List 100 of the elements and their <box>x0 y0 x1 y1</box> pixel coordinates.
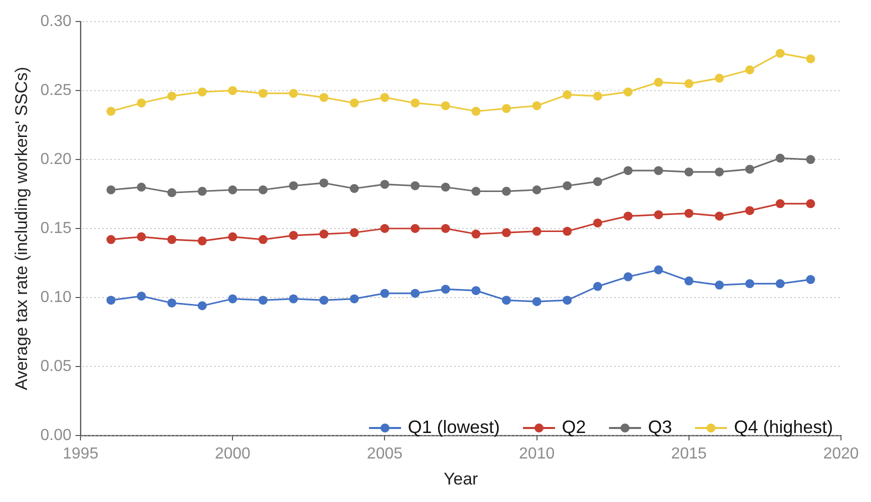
point <box>441 224 450 233</box>
x-tick-label: 2005 <box>366 445 403 462</box>
point <box>562 226 572 236</box>
point <box>654 166 663 176</box>
point <box>228 232 238 242</box>
point <box>319 296 328 305</box>
x-tick-label: 1995 <box>62 445 98 462</box>
point <box>593 218 602 228</box>
point <box>532 297 542 306</box>
point <box>319 230 328 239</box>
legend-label: Q2 <box>562 417 586 438</box>
point <box>776 199 785 208</box>
y-tick-label: 0.10 <box>40 288 72 306</box>
point <box>532 101 542 110</box>
point <box>288 230 298 240</box>
legend-label: Q1 (lowest) <box>408 417 500 438</box>
point <box>198 87 207 96</box>
point <box>714 280 724 290</box>
point <box>471 186 480 196</box>
point <box>258 235 268 244</box>
point <box>776 48 785 58</box>
point <box>258 88 268 98</box>
point <box>410 224 420 233</box>
point <box>593 177 602 186</box>
point <box>380 288 390 298</box>
point <box>624 272 633 282</box>
point <box>654 210 663 220</box>
point <box>198 301 207 310</box>
point <box>562 296 572 305</box>
point <box>684 208 694 218</box>
point <box>258 296 268 305</box>
point <box>776 154 785 163</box>
point <box>593 282 602 291</box>
point <box>136 232 146 242</box>
y-tick-label: 0.25 <box>40 82 72 99</box>
point <box>380 224 390 233</box>
point <box>502 186 511 196</box>
point <box>441 284 450 294</box>
point <box>410 98 420 108</box>
point <box>745 164 754 174</box>
point <box>471 286 480 296</box>
point <box>350 98 359 108</box>
point <box>288 294 298 304</box>
point <box>502 104 511 113</box>
point <box>806 275 816 284</box>
point <box>714 74 724 83</box>
legend-label: Q3 <box>648 417 672 438</box>
point <box>288 181 298 190</box>
point <box>106 296 116 305</box>
point <box>624 166 633 176</box>
point <box>167 235 176 244</box>
point <box>380 180 390 189</box>
point <box>167 298 176 308</box>
point <box>167 92 176 101</box>
point <box>471 230 480 239</box>
point <box>350 228 359 238</box>
point <box>502 296 511 305</box>
legend-label: Q4 (highest) <box>734 417 833 438</box>
point <box>198 186 207 196</box>
x-axis-title: Year <box>444 469 478 488</box>
point <box>562 90 572 100</box>
point <box>745 65 754 74</box>
point <box>441 101 450 110</box>
point <box>624 212 633 221</box>
x-tick-label: 2010 <box>519 445 555 462</box>
x-tick-label: 2000 <box>214 445 251 462</box>
point <box>410 288 420 298</box>
y-tick-label: 0.00 <box>40 426 72 444</box>
y-tick-label: 0.05 <box>40 358 72 375</box>
point <box>654 265 663 274</box>
point <box>806 155 816 164</box>
point <box>258 185 268 194</box>
point <box>776 279 785 288</box>
point <box>136 182 146 192</box>
point <box>319 178 328 188</box>
point <box>319 92 328 102</box>
point <box>654 78 663 87</box>
point <box>198 236 207 246</box>
y-tick-label: 0.15 <box>40 220 72 237</box>
point <box>228 185 238 194</box>
x-tick-label: 2015 <box>671 445 707 462</box>
point <box>350 184 359 193</box>
y-tick-label: 0.30 <box>40 13 72 30</box>
point <box>714 167 724 176</box>
point <box>136 98 146 108</box>
point <box>593 92 602 101</box>
point <box>380 92 390 102</box>
point <box>532 226 542 236</box>
point <box>624 87 633 96</box>
point <box>471 106 480 116</box>
point <box>562 181 572 190</box>
point <box>106 235 116 244</box>
point <box>410 181 420 190</box>
point <box>806 54 816 64</box>
y-axis-title: Average tax rate (including workers' SSCs) <box>12 66 31 390</box>
point <box>106 106 116 116</box>
point <box>714 212 724 221</box>
x-tick-label: 2020 <box>823 445 859 462</box>
point <box>806 199 816 208</box>
point <box>228 86 238 96</box>
